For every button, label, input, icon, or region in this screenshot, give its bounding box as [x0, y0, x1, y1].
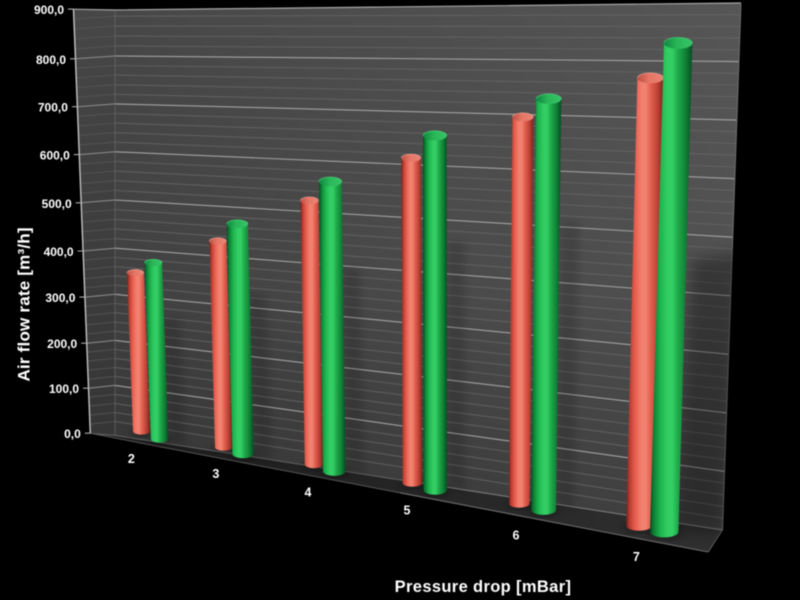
svg-text:5: 5 [404, 504, 411, 518]
svg-text:3: 3 [212, 467, 219, 481]
svg-text:6: 6 [513, 529, 520, 543]
svg-text:800,0: 800,0 [36, 53, 66, 67]
svg-text:600,0: 600,0 [40, 149, 70, 163]
svg-text:300,0: 300,0 [45, 291, 75, 305]
svg-text:4: 4 [305, 486, 312, 500]
svg-text:400,0: 400,0 [44, 245, 74, 259]
svg-text:2: 2 [128, 452, 135, 466]
svg-text:200,0: 200,0 [47, 337, 77, 351]
svg-text:500,0: 500,0 [42, 197, 72, 211]
svg-text:900,0: 900,0 [34, 3, 64, 17]
svg-text:7: 7 [633, 550, 640, 564]
svg-text:Pressure drop [mBar]: Pressure drop [mBar] [395, 578, 572, 596]
svg-text:700,0: 700,0 [38, 101, 68, 115]
svg-text:0,0: 0,0 [64, 427, 81, 441]
svg-text:100,0: 100,0 [49, 382, 79, 396]
svg-text:Air flow rate [m³/h]: Air flow rate [m³/h] [14, 227, 33, 381]
